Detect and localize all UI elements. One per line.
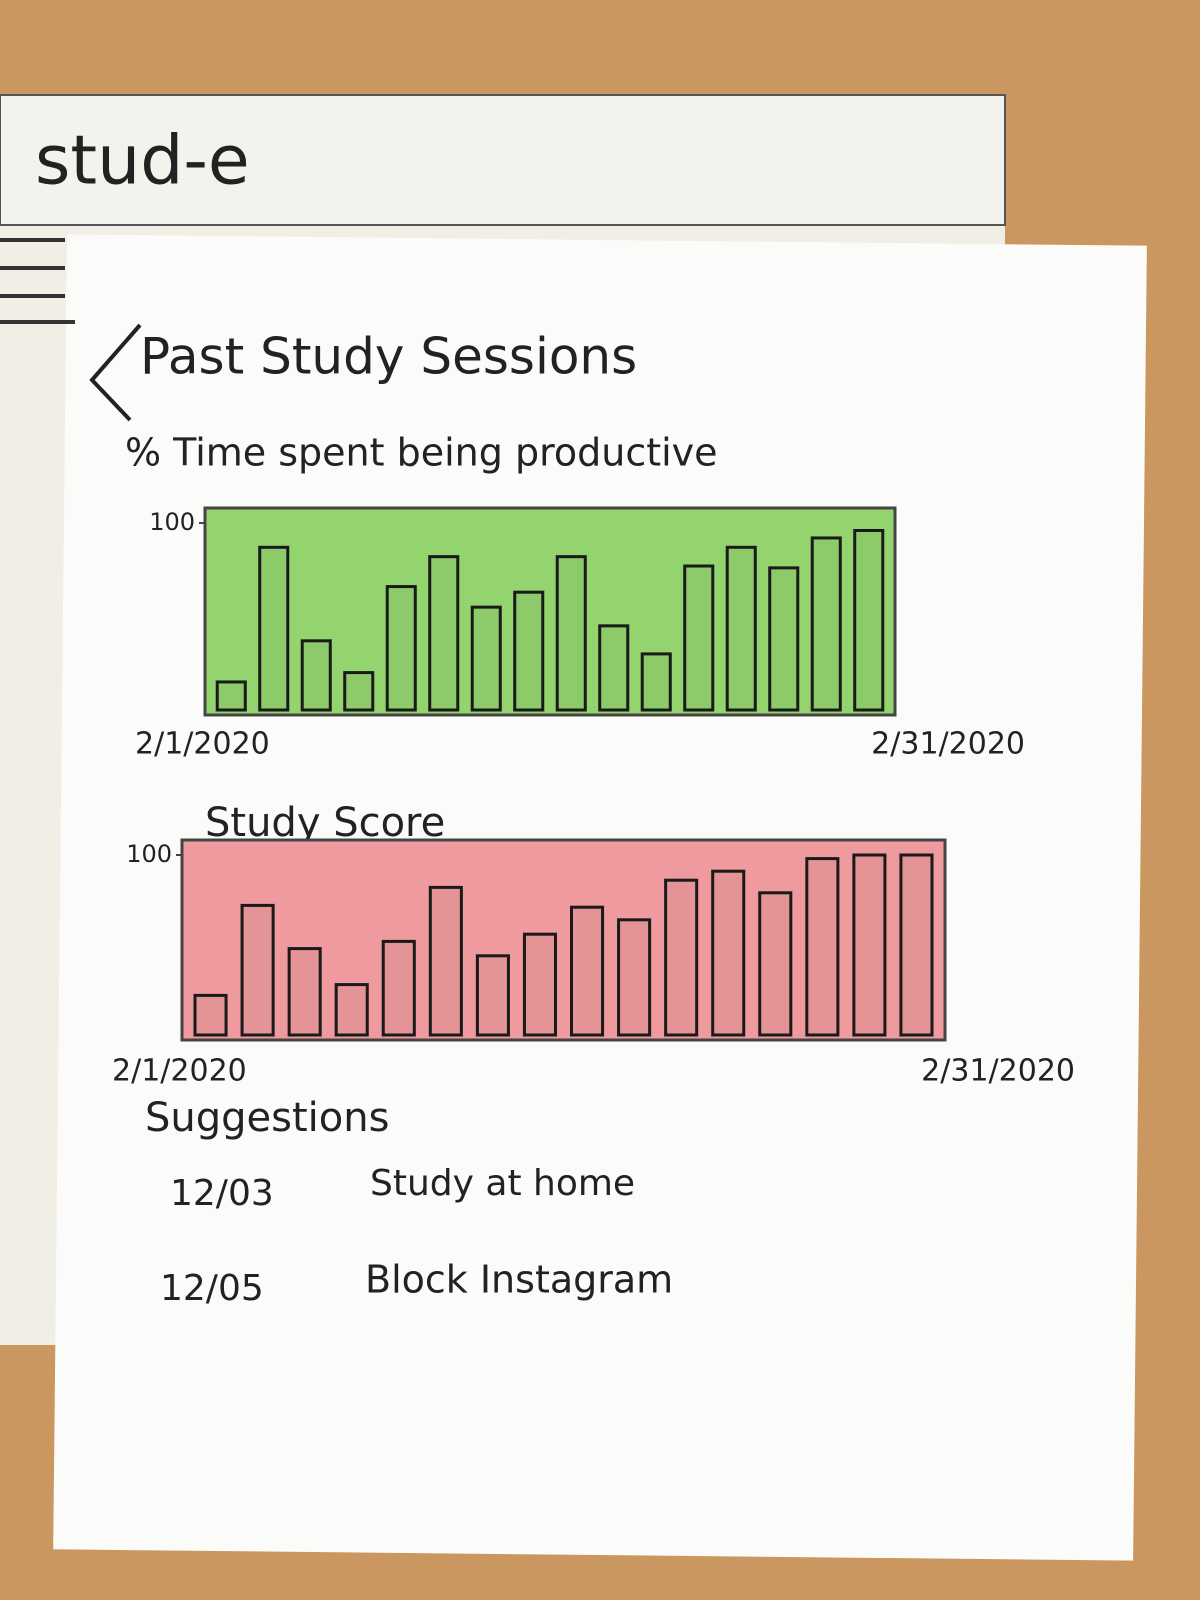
suggestion-text: Block Instagram [365,1258,673,1302]
suggestion-text: Study at home [370,1163,635,1204]
page-title: Past Study Sessions [140,328,637,386]
bar [852,853,887,1037]
y-tick-label: 100 [126,840,172,868]
x-tick-label: 2/31/2020 [871,727,1025,762]
bar [758,891,793,1037]
suggestion-date: 12/05 [160,1268,264,1309]
bar [853,528,885,712]
bar [805,857,840,1037]
bar [334,983,369,1037]
bar [640,652,672,712]
x-tick-label: 2/1/2020 [112,1054,247,1089]
bar [193,993,228,1037]
section-title: Suggestions [145,1095,389,1141]
bar [240,903,275,1037]
chart-title: % Time spent being productive [125,431,718,475]
suggestion-date: 12/03 [170,1173,274,1214]
bar [385,585,417,712]
bar [725,545,757,712]
bar [522,932,557,1037]
bar [215,680,247,712]
x-tick-label: 2/31/2020 [921,1054,1075,1089]
header-bar [0,94,1006,226]
bar [287,947,322,1037]
bar [513,590,545,712]
bar [598,624,630,712]
bar [381,939,416,1037]
x-tick-label: 2/1/2020 [135,727,270,762]
bar [768,566,800,712]
chart-title: Study Score [205,800,445,846]
y-tick-label: 100 [149,508,195,536]
bar [711,869,746,1037]
bar [664,878,699,1037]
bar [428,885,463,1037]
bar [428,555,460,712]
bar [899,853,934,1037]
bar [470,605,502,712]
back-button[interactable] [89,323,142,422]
bar [300,639,332,712]
bar [258,545,290,712]
bar [475,954,510,1037]
chart-area [203,506,897,717]
bar [683,564,715,712]
bar [555,555,587,712]
menu-icon[interactable] [0,238,75,324]
bar [570,905,605,1037]
bar [617,918,652,1037]
bar [810,536,842,712]
bar [343,671,375,712]
app-title: stud-e [35,122,250,201]
chart-area [180,838,947,1042]
